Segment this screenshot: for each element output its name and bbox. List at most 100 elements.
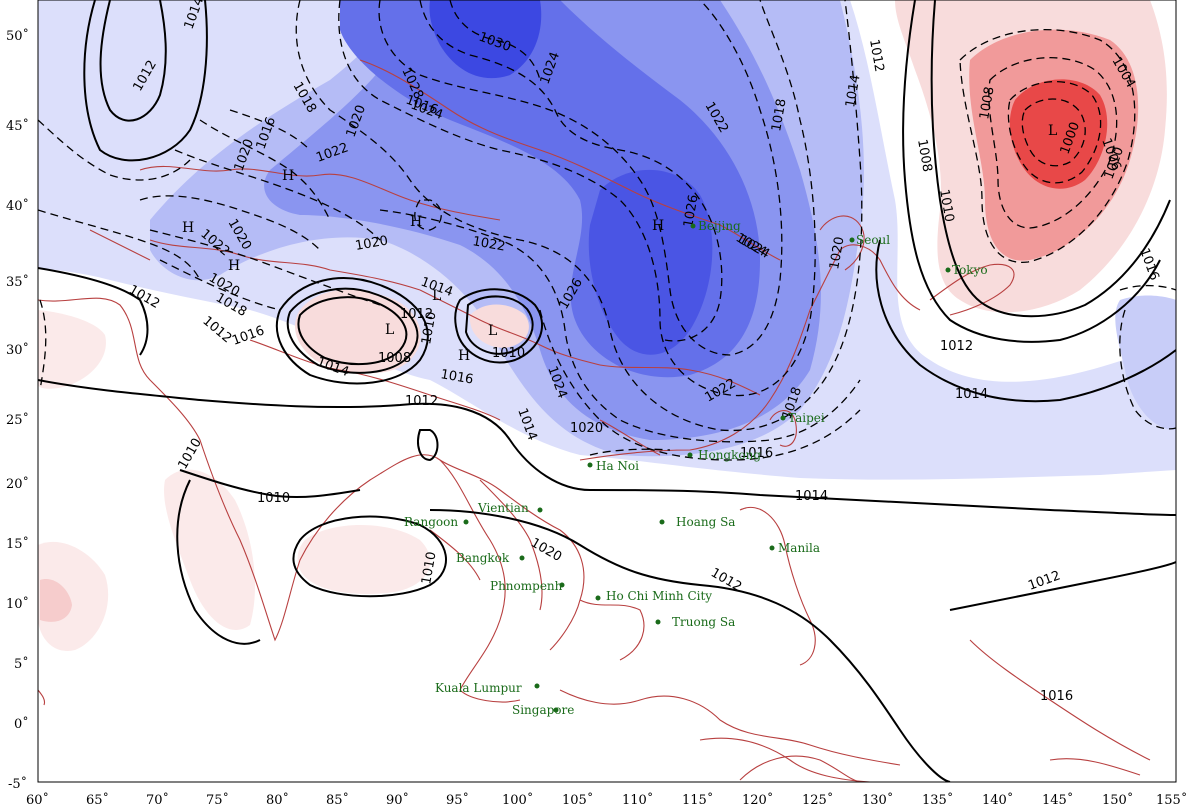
y-tick-label: 40˚ <box>6 198 29 214</box>
x-axis: 60˚ 65˚ 70˚ 75˚ 80˚ 85˚ 90˚ 95˚ 100˚ 105… <box>26 792 1187 808</box>
low-shade-arabian <box>38 541 109 651</box>
city-label: Hongkong <box>698 448 761 462</box>
isobar-label: 1008 <box>914 138 935 173</box>
x-tick-label: 80˚ <box>266 792 289 808</box>
y-tick-label: 50˚ <box>6 28 29 44</box>
coastlines <box>38 59 1151 782</box>
y-tick-label: -5˚ <box>8 776 27 792</box>
low-shade-arabian-inner <box>40 579 72 622</box>
isobar-label: 1026 <box>681 193 702 228</box>
x-tick-label: 140˚ <box>982 792 1013 808</box>
low-shade-india <box>164 469 255 630</box>
isobar-label: 1010 <box>936 188 957 223</box>
city-marker <box>553 707 559 713</box>
isobar-label: 1018 <box>769 97 790 132</box>
low-shade-tibet <box>295 289 421 374</box>
high-center: H <box>410 214 422 230</box>
isobar-label: 1012 <box>405 394 438 409</box>
isobar-label: 1010 <box>257 491 290 506</box>
city-marker <box>587 462 593 468</box>
isobar-label: 1008 <box>378 351 411 366</box>
city-marker <box>780 415 786 421</box>
isobar-label: 1008 <box>977 85 998 120</box>
low-shade-yunnan <box>469 304 529 348</box>
plot-frame <box>37 0 1177 783</box>
isobar-label: 1010 <box>419 550 440 585</box>
y-tick-label: 35˚ <box>6 274 29 290</box>
isobar-label: 1014 <box>955 387 988 402</box>
x-tick-label: 60˚ <box>26 792 49 808</box>
city-label: Phnompenh <box>490 579 563 593</box>
y-tick-label: 10˚ <box>6 596 29 612</box>
high-center: H <box>182 220 194 236</box>
x-tick-label: 85˚ <box>326 792 349 808</box>
x-tick-label: 150˚ <box>1102 792 1133 808</box>
high-center: H <box>282 168 294 184</box>
x-tick-label: 65˚ <box>86 792 109 808</box>
high-shade-core <box>429 0 542 79</box>
x-tick-label: 110˚ <box>622 792 653 808</box>
isobar-label: 1012 <box>866 38 887 73</box>
y-tick-label: 20˚ <box>6 476 29 492</box>
high-shade-core-2 <box>588 169 713 355</box>
city-label: Seoul <box>856 233 890 247</box>
x-tick-label: 145˚ <box>1042 792 1073 808</box>
city-label: Manila <box>778 541 820 555</box>
isobars-solid <box>38 0 1176 782</box>
city-label: Rangoon <box>404 515 458 529</box>
y-axis: 50˚ 45˚ 40˚ 35˚ 30˚ 25˚ 20˚ 15˚ 10˚ 5˚ 0… <box>6 28 29 792</box>
x-tick-label: 130˚ <box>862 792 893 808</box>
low-shade-arabian-north <box>38 310 106 389</box>
x-tick-label: 70˚ <box>146 792 169 808</box>
isobar-label: 1014 <box>795 489 828 504</box>
isobar-label: 1020 <box>570 421 603 436</box>
x-tick-label: 120˚ <box>742 792 773 808</box>
isobar-label: 1014 <box>843 73 864 108</box>
isobars-dashed <box>38 0 1176 461</box>
isobar-label: 1010 <box>419 310 440 345</box>
city-label: Ha Noi <box>596 459 639 473</box>
city-label: Vientian <box>477 501 529 515</box>
y-tick-label: 25˚ <box>6 412 29 428</box>
city-marker <box>534 683 540 689</box>
city-marker <box>945 267 951 273</box>
city-marker <box>849 237 855 243</box>
y-tick-label: 15˚ <box>6 536 29 552</box>
isobar-label: 1020 <box>354 233 389 254</box>
x-tick-label: 125˚ <box>802 792 833 808</box>
x-tick-label: 135˚ <box>922 792 953 808</box>
isobar-label: 1016 <box>439 367 474 388</box>
city-label: Taipei <box>788 411 825 425</box>
low-center: L <box>385 322 394 338</box>
city-marker <box>519 555 525 561</box>
x-tick-label: 155˚ <box>1156 792 1187 808</box>
pressure-centers: H H H H H L L H L L <box>182 123 1057 364</box>
y-tick-label: 45˚ <box>6 118 29 134</box>
low-shade-japan-dark <box>1009 79 1108 189</box>
x-tick-label: 100˚ <box>502 792 533 808</box>
city-label: Tokyo <box>952 263 988 277</box>
high-center: H <box>458 348 470 364</box>
y-tick-label: 30˚ <box>6 342 29 358</box>
isobar-label: 1010 <box>492 346 525 361</box>
low-center: L <box>1048 123 1057 139</box>
city-marker <box>690 223 696 229</box>
city-label: Kuala Lumpur <box>435 681 522 695</box>
city-marker <box>595 595 601 601</box>
low-center: L <box>488 323 497 339</box>
city-label: Truong Sa <box>672 615 735 629</box>
city-marker <box>655 619 661 625</box>
x-tick-label: 105˚ <box>562 792 593 808</box>
low-shade-bay <box>297 525 431 594</box>
city-label: Hoang Sa <box>676 515 735 529</box>
isobar-label: 1020 <box>827 235 848 270</box>
city-label: Bangkok <box>456 551 510 565</box>
city-marker <box>687 452 693 458</box>
x-tick-label: 75˚ <box>206 792 229 808</box>
isobar-label: 1012 <box>940 339 973 354</box>
isobar-label: 1022 <box>471 234 506 255</box>
city-label: Ho Chi Minh City <box>606 589 712 603</box>
cities: Beijing Seoul Tokyo Taipei Hongkong Ha N… <box>404 219 988 717</box>
city-marker <box>463 519 469 525</box>
